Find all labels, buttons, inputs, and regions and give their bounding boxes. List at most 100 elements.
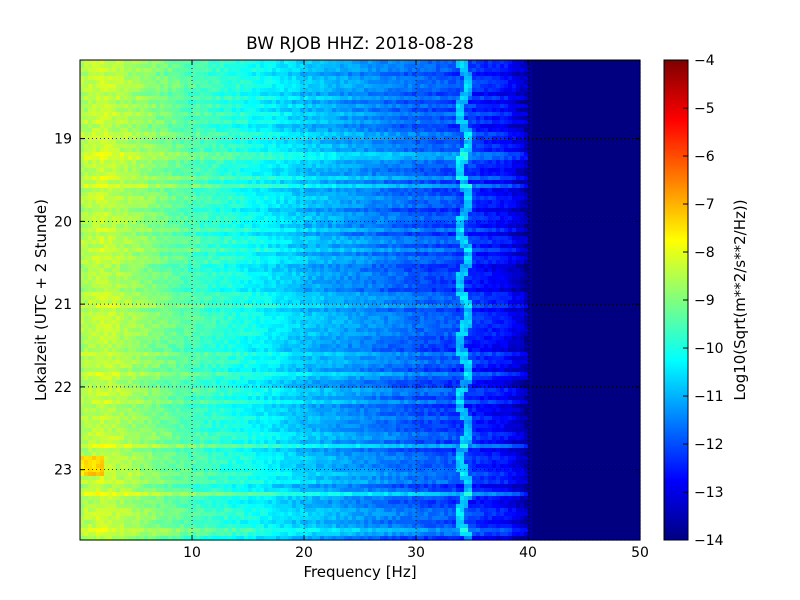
spectrogram-cell <box>204 136 209 141</box>
spectrogram-cell <box>112 128 117 133</box>
spectrogram-cell <box>244 196 249 201</box>
spectrogram-cell <box>320 80 325 85</box>
spectrogram-cell <box>528 156 533 161</box>
spectrogram-cell <box>240 184 245 189</box>
spectrogram-cell <box>320 156 325 161</box>
spectrogram-cell <box>204 100 209 105</box>
spectrogram-cell <box>92 192 97 197</box>
spectrogram-cell <box>428 104 433 109</box>
spectrogram-cell <box>396 72 401 77</box>
spectrogram-cell <box>584 116 589 121</box>
spectrogram-cell <box>296 100 301 105</box>
spectrogram-cell <box>520 68 525 73</box>
spectrogram-cell <box>380 200 385 205</box>
spectrogram-cell <box>332 140 337 145</box>
spectrogram-cell <box>208 188 213 193</box>
spectrogram-cell <box>292 128 297 133</box>
spectrogram-cell <box>532 88 537 93</box>
spectrogram-cell <box>96 200 101 205</box>
spectrogram-cell <box>460 132 465 137</box>
spectrogram-cell <box>448 112 453 117</box>
spectrogram-cell <box>416 188 421 193</box>
spectrogram-cell <box>176 192 181 197</box>
spectrogram-cell <box>184 144 189 149</box>
spectrogram-cell <box>152 196 157 201</box>
spectrogram-cell <box>156 196 161 201</box>
spectrogram-cell <box>100 100 105 105</box>
spectrogram-cell <box>260 84 265 89</box>
spectrogram-cell <box>348 152 353 157</box>
spectrogram-cell <box>244 188 249 193</box>
spectrogram-cell <box>444 168 449 173</box>
spectrogram-cell <box>204 160 209 165</box>
spectrogram-cell <box>304 124 309 129</box>
spectrogram-cell <box>520 60 525 65</box>
spectrogram-cell <box>608 124 613 129</box>
spectrogram-cell <box>160 120 165 125</box>
spectrogram-cell <box>316 80 321 85</box>
spectrogram-cell <box>280 60 285 65</box>
spectrogram-cell <box>388 148 393 153</box>
spectrogram-cell <box>192 84 197 89</box>
spectrogram-cell <box>232 72 237 77</box>
spectrogram-cell <box>244 132 249 137</box>
spectrogram-cell <box>484 192 489 197</box>
spectrogram-cell <box>164 192 169 197</box>
spectrogram-cell <box>384 168 389 173</box>
spectrogram-cell <box>244 192 249 197</box>
spectrogram-cell <box>360 100 365 105</box>
spectrogram-cell <box>516 152 521 157</box>
spectrogram-cell <box>356 152 361 157</box>
spectrogram-cell <box>612 144 617 149</box>
spectrogram-cell <box>148 120 153 125</box>
spectrogram-cell <box>232 76 237 81</box>
spectrogram-cell <box>620 104 625 109</box>
spectrogram-cell <box>256 88 261 93</box>
spectrogram-cell <box>200 144 205 149</box>
spectrogram-cell <box>292 156 297 161</box>
spectrogram-cell <box>220 120 225 125</box>
spectrogram-cell <box>392 116 397 121</box>
spectrogram-cell <box>544 80 549 85</box>
spectrogram-cell <box>80 120 85 125</box>
spectrogram-cell <box>280 180 285 185</box>
spectrogram-cell <box>476 184 481 189</box>
spectrogram-cell <box>512 120 517 125</box>
spectrogram-cell <box>104 192 109 197</box>
spectrogram-cell <box>468 92 473 97</box>
spectrogram-cell <box>168 84 173 89</box>
spectrogram-cell <box>440 180 445 185</box>
spectrogram-cell <box>284 80 289 85</box>
spectrogram-cell <box>296 184 301 189</box>
spectrogram-cell <box>500 68 505 73</box>
spectrogram-cell <box>464 108 469 113</box>
spectrogram-cell <box>88 180 93 185</box>
spectrogram-cell <box>280 156 285 161</box>
spectrogram-cell <box>396 100 401 105</box>
spectrogram-cell <box>636 116 641 121</box>
spectrogram-cell <box>304 92 309 97</box>
spectrogram-cell <box>296 88 301 93</box>
spectrogram-cell <box>296 124 301 129</box>
spectrogram-cell <box>208 144 213 149</box>
spectrogram-cell <box>596 160 601 165</box>
spectrogram-cell <box>212 132 217 137</box>
spectrogram-cell <box>332 172 337 177</box>
spectrogram-cell <box>168 188 173 193</box>
spectrogram-cell <box>476 136 481 141</box>
spectrogram-cell <box>588 64 593 69</box>
spectrogram-cell <box>620 100 625 105</box>
spectrogram-cell <box>268 156 273 161</box>
spectrogram-cell <box>180 128 185 133</box>
spectrogram-cell <box>208 152 213 157</box>
spectrogram-cell <box>92 64 97 69</box>
spectrogram-cell <box>324 164 329 169</box>
spectrogram-cell <box>480 104 485 109</box>
spectrogram-cell <box>568 76 573 81</box>
spectrogram-cell <box>448 64 453 69</box>
spectrogram-cell <box>296 60 301 65</box>
spectrogram-cell <box>468 168 473 173</box>
spectrogram-cell <box>112 84 117 89</box>
spectrogram-cell <box>328 132 333 137</box>
spectrogram-cell <box>556 100 561 105</box>
